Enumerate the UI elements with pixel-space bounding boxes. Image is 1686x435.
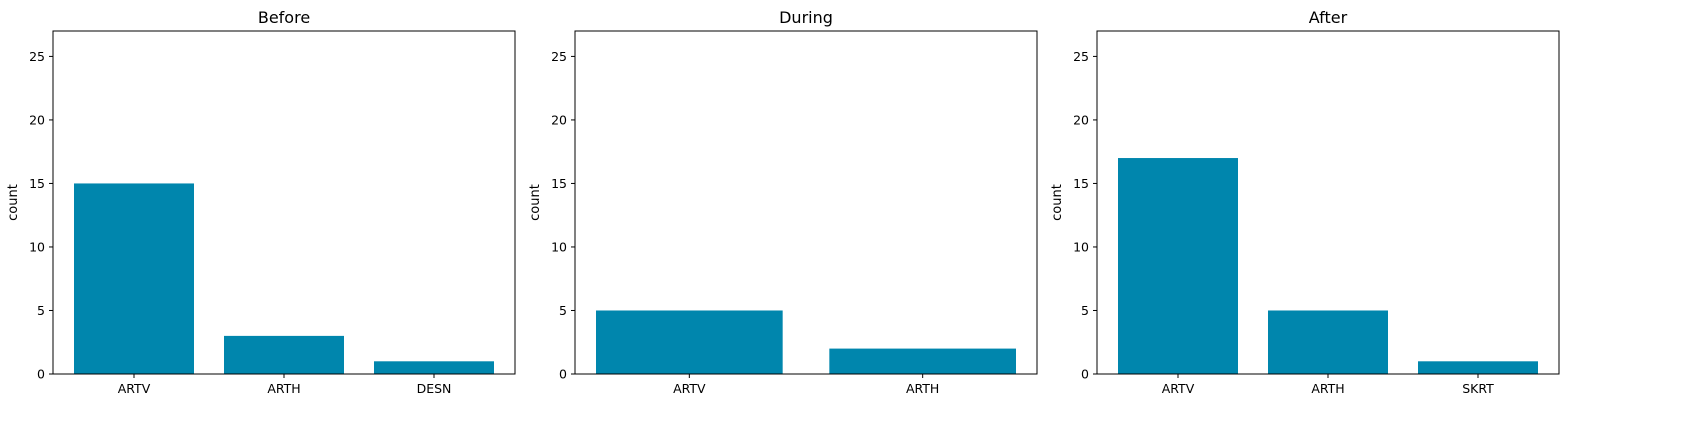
chart-panel-3: After ARTV ARTH SKRT 0 5 10 15 20 25 count [1050,8,1560,396]
x-tick-label: ARTH [906,381,939,396]
x-tick-label: SKRT [1462,381,1494,396]
y-axis-label: count [528,184,543,221]
y-tick-label: 20 [1073,112,1089,127]
x-tick-label: ARTH [267,381,300,396]
bar-arth [1268,310,1388,374]
y-tick-label: 15 [29,176,45,191]
y-tick-label: 20 [29,112,45,127]
x-tick-label: ARTV [118,381,151,396]
chart-title: Before [258,8,310,27]
y-tick-label: 25 [29,49,45,64]
bar-skrt [1418,361,1538,374]
plot-frame [574,30,1038,375]
chart-title: After [1309,8,1348,27]
y-tick-label: 5 [1081,303,1089,318]
bar-desn [374,361,494,374]
plot-frame [52,30,516,375]
y-tick-label: 15 [551,176,567,191]
y-tick-label: 0 [37,367,45,382]
x-tick-label: ARTH [1311,381,1344,396]
bar-arth [829,348,1016,374]
y-tick-label: 10 [1073,239,1089,254]
x-tick-label: ARTV [673,381,706,396]
x-tick-label: DESN [417,381,452,396]
plot-frame [1096,30,1560,375]
y-tick-label: 10 [29,239,45,254]
bar-artv [596,310,783,374]
chart-panel-1: Before ARTV ARTH DESN 0 5 10 15 20 25 count [6,8,516,396]
chart-title: During [779,8,833,27]
chart-panel-2: During ARTV ARTH 0 5 10 15 20 25 count [528,8,1038,396]
y-tick-label: 25 [551,49,567,64]
y-tick-label: 5 [559,303,567,318]
y-tick-label: 15 [1073,176,1089,191]
bar-artv [1118,158,1238,374]
y-axis-label: count [6,184,21,221]
y-tick-label: 25 [1073,49,1089,64]
y-tick-label: 0 [1081,367,1089,382]
bar-artv [74,183,194,374]
y-axis-label: count [1050,184,1065,221]
y-tick-label: 5 [37,303,45,318]
bar-arth [224,335,344,374]
y-tick-label: 0 [559,367,567,382]
y-tick-label: 10 [551,239,567,254]
y-tick-label: 20 [551,112,567,127]
x-tick-label: ARTV [1162,381,1195,396]
